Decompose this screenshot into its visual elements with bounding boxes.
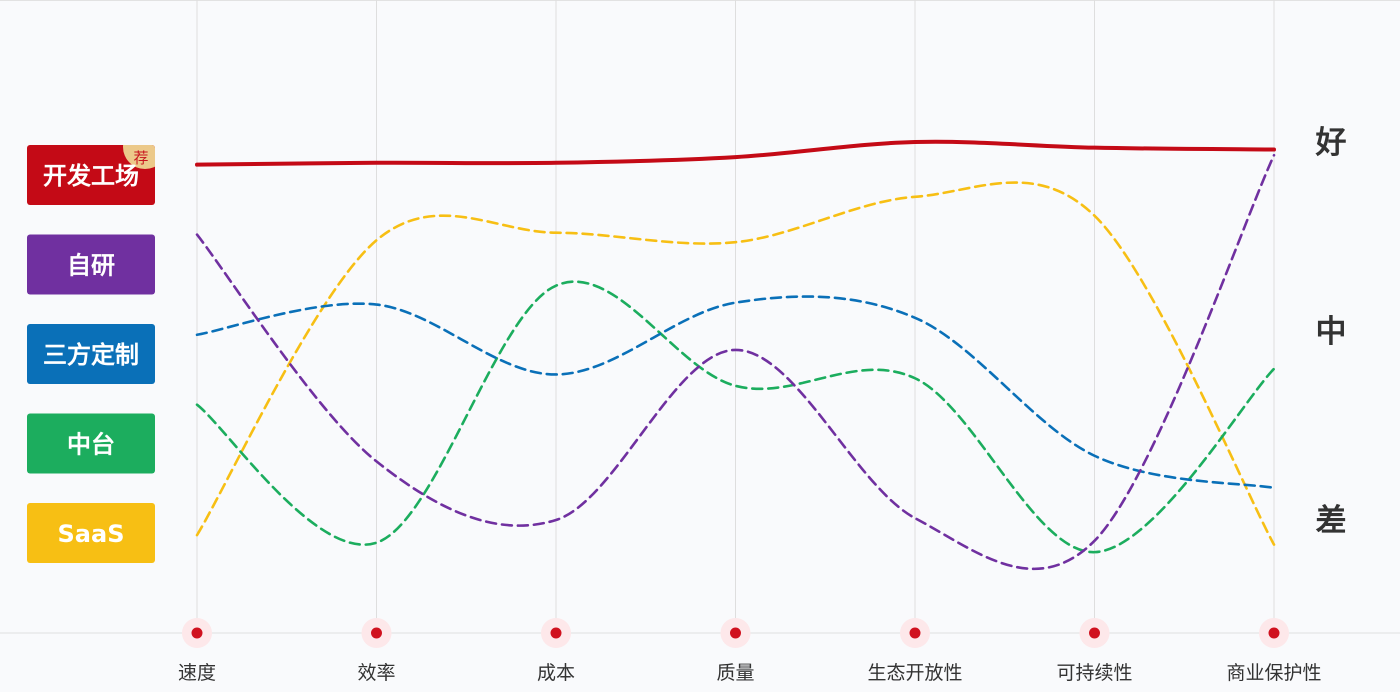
x-tick-label: 质量 [716,662,754,684]
series-line [195,139,1276,167]
legend-swatch [27,413,155,474]
y-tick-label: 差 [1316,503,1347,539]
legend-swatch [27,145,155,205]
legend-label: 三方定制 [43,341,139,369]
y-tick-label: 好 [1315,125,1347,161]
legend-label: 自研 [67,252,115,280]
legend-label: SaaS [58,520,125,548]
legend-item[interactable]: SaaS [27,503,155,563]
legend-swatch [27,324,155,384]
legend-badge: 荐 [133,149,148,167]
series-line [195,153,1276,571]
legend-item[interactable]: 自研 [27,234,155,295]
x-dot [1268,627,1280,639]
series-line [195,280,1276,554]
x-tick-label: 效率 [357,662,395,684]
legend-swatch [27,503,155,563]
legend-swatch [27,234,155,295]
x-dot [191,627,203,639]
legend-label: 开发工场 [43,162,139,190]
x-dot [371,627,382,639]
legend-label: 中台 [67,431,115,459]
x-tick-label: 速度 [178,662,216,684]
x-tick-label: 生态开放性 [867,662,962,684]
x-tick-label: 商业保护性 [1226,662,1321,684]
y-tick-label: 中 [1316,314,1347,350]
x-dot [550,627,562,639]
x-dot [909,627,921,639]
x-dot [730,627,741,639]
legend-item[interactable]: 三方定制 [27,324,155,384]
x-tick-label: 成本 [537,662,575,684]
series-line [195,295,1276,490]
legend-item[interactable]: 中台 [27,413,155,474]
x-tick-label: 可持续性 [1056,662,1132,684]
x-dot [1089,627,1100,639]
legend-badge-bg [123,145,155,169]
series-line [195,181,1276,546]
